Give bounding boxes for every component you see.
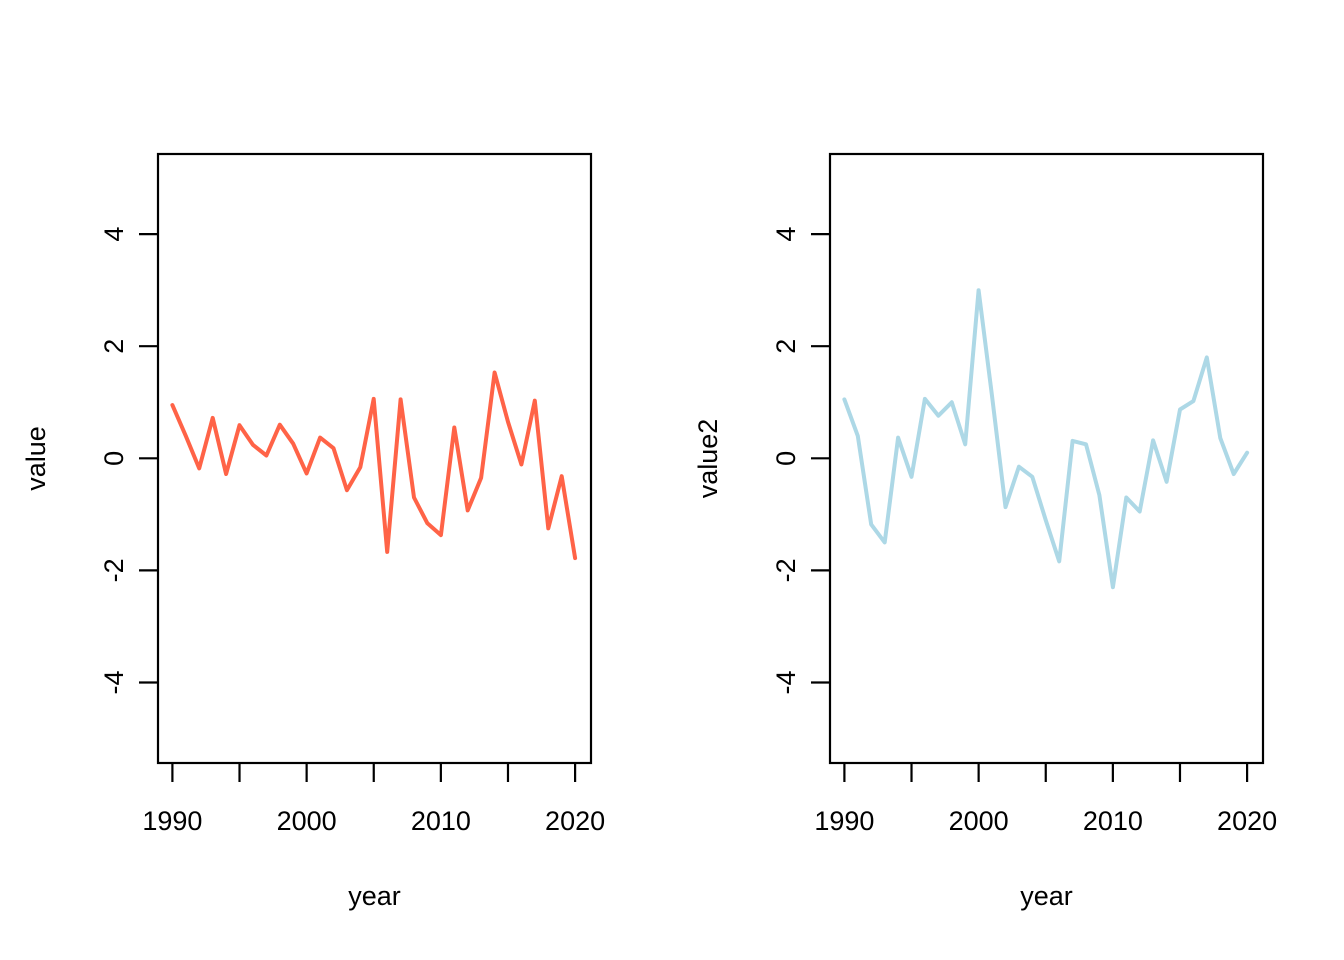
y-tick-label: 2	[99, 339, 129, 354]
x-tick-label: 1990	[142, 806, 202, 836]
line-chart-value: year value -4 -2 0 2 4 1990 2000 2010 2020	[21, 152, 605, 911]
panel-right: year value2 -4 -2 0 2 4 1990 2000 2010 2020	[672, 0, 1344, 960]
y-tick-label: 0	[771, 451, 801, 466]
x-tick-label: 2010	[1083, 806, 1143, 836]
x-tick-label: 2010	[411, 806, 471, 836]
data-line-value	[170, 370, 578, 561]
y-tick-label: -4	[771, 670, 801, 694]
x-tick-label: 2020	[545, 806, 605, 836]
data-line-value2	[842, 288, 1250, 590]
y-axis-title: value2	[693, 419, 723, 499]
x-axis-title: year	[1020, 881, 1073, 911]
x-tick-label: 2020	[1217, 806, 1277, 836]
panel-left: year value -4 -2 0 2 4 1990 2000 2010 2020	[21, 152, 605, 911]
y-tick-label: 4	[99, 227, 129, 242]
y-tick-label: -4	[99, 670, 129, 694]
y-tick-label: 0	[99, 451, 129, 466]
x-tick-label: 2000	[277, 806, 337, 836]
x-tick-label: 2000	[949, 806, 1009, 836]
x-tick-label: 1990	[814, 806, 874, 836]
y-axis-title: value	[21, 426, 51, 491]
y-tick-label: -2	[771, 558, 801, 582]
y-tick-label: -2	[99, 558, 129, 582]
y-tick-label: 2	[771, 339, 801, 354]
line-chart-value2: year value2 -4 -2 0 2 4 1990 2000 2010 2020	[693, 152, 1277, 911]
x-axis-title: year	[348, 881, 401, 911]
y-tick-label: 4	[771, 227, 801, 242]
